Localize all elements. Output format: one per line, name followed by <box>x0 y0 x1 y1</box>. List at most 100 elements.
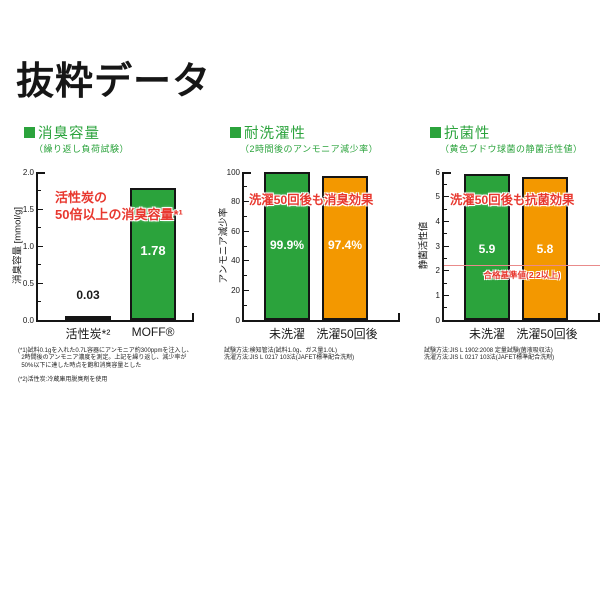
axis-top-hook <box>244 172 251 174</box>
y-tick-minor <box>38 301 41 302</box>
y-tick-label: 4 <box>435 216 440 226</box>
y-tick-label: 3 <box>435 241 440 251</box>
chart-panel-deodorizing-capacity: 消臭容量 （繰り返し負荷試験） 消臭容量 [mmol/g] 0.0 0.5 1.0 1… <box>6 122 206 422</box>
threshold-line <box>444 265 600 267</box>
y-tick-label: 60 <box>231 226 240 236</box>
chart-header: 消臭容量 <box>24 122 100 143</box>
y-tick-label: 20 <box>231 285 240 295</box>
y-tick-label: 40 <box>231 256 240 266</box>
bar-value-label: 97.4% <box>327 238 363 252</box>
x-category-label: 活性炭*² <box>65 327 111 341</box>
bar-value-label: 5.8 <box>536 242 554 256</box>
y-tick-major <box>444 270 449 272</box>
y-tick-minor <box>444 282 447 284</box>
y-tick-label: 1.5 <box>22 204 34 214</box>
y-tick-major <box>244 201 249 203</box>
bar <box>464 174 510 320</box>
axis-top-hook <box>444 172 451 174</box>
bar-value-label: 0.03 <box>76 288 100 302</box>
x-category-label: 洗濯50回後 <box>516 327 578 341</box>
y-tick-label: 6 <box>435 167 440 177</box>
chart-title: 抗菌性 <box>444 126 491 142</box>
plot-area: 0 1 2 3 4 5 6 5.9 未洗濯 5.8 洗濯50回後 合格基準値(2.2以上) 洗濯50回後… <box>436 168 600 341</box>
y-tick-minor <box>244 245 247 247</box>
chart-subtitle: （繰り返し負荷試験） <box>34 144 130 154</box>
bar-value-label: 5.9 <box>478 242 496 256</box>
y-tick-label: 2.0 <box>22 167 34 177</box>
green-square-icon <box>24 127 35 138</box>
y-tick-major <box>38 208 43 210</box>
y-tick-major <box>444 220 449 222</box>
page-title: 抜粋データ <box>16 61 212 103</box>
axis-right-hook <box>398 313 400 320</box>
y-tick-major <box>444 319 449 321</box>
y-tick-minor <box>244 215 247 217</box>
footnotes: (*1)試料0.1gを入れた0.7L容器にアンモニア約300ppmを注入し、 2… <box>18 348 193 384</box>
x-category-label: 未洗濯 <box>468 327 506 341</box>
y-tick-major <box>38 319 43 321</box>
bar-value-label: 1.78 <box>140 243 166 258</box>
y-tick-label: 0 <box>435 315 440 325</box>
chart-subtitle: （黄色ブドウ球菌の静菌活性値） <box>440 144 583 154</box>
annotation: 活性炭の 50倍以上の消臭容量*¹ <box>55 190 183 222</box>
y-tick-major <box>244 171 249 173</box>
y-tick-minor <box>444 233 447 235</box>
y-axis-label: アンモニア減少率 <box>218 207 230 284</box>
footnotes: 試験方法:検知管法(試料1.0g、ガス量1.0L) 洗濯方法:JIS L 021… <box>224 348 355 362</box>
y-tick-label: 100 <box>226 167 240 177</box>
y-tick-minor <box>38 264 41 265</box>
footnotes: 試験方法:JIS L 1902:2008 定量試験(菌液吸収法) 洗濯方法:JI… <box>424 348 555 362</box>
y-tick-major <box>244 319 249 321</box>
y-tick-major <box>444 294 449 296</box>
x-category-label: 洗濯50回後 <box>316 327 378 341</box>
y-tick-minor <box>38 190 41 191</box>
x-category-label: MOFF® <box>131 325 175 339</box>
bar <box>522 176 568 320</box>
y-tick-minor <box>444 183 447 185</box>
y-tick-major <box>244 289 249 291</box>
y-tick-minor <box>244 186 247 188</box>
annotation: 洗濯50回後も抗菌効果 <box>450 193 575 207</box>
bar <box>322 175 368 320</box>
y-tick-label: 0.5 <box>22 278 34 288</box>
chart-header: 耐洗濯性 <box>230 122 306 143</box>
green-square-icon <box>430 127 441 138</box>
bar <box>130 188 176 320</box>
y-tick-label: 2 <box>435 266 440 276</box>
y-tick-major <box>38 282 43 284</box>
bar-value-label: 99.9% <box>269 238 305 252</box>
y-tick-label: 1 <box>435 290 440 300</box>
y-tick-label: 0 <box>235 315 240 325</box>
chart-title: 耐洗濯性 <box>244 126 306 142</box>
y-tick-major <box>244 260 249 262</box>
chart-panel-antibacterial: 抗菌性 （黄色ブドウ球菌の静菌活性値） 静菌活性値 0 1 2 3 4 5 6 5.9 未洗濯 5… <box>412 122 600 422</box>
y-tick-minor <box>444 307 447 309</box>
chart-title: 消臭容量 <box>38 126 100 142</box>
green-square-icon <box>230 127 241 138</box>
y-tick-minor <box>244 275 247 277</box>
bar <box>65 316 111 320</box>
annotation: 洗濯50回後も消臭効果 <box>249 193 374 207</box>
plot-area: 0.0 0.5 1.0 1.5 2.0 0.03 活性炭*² 1.78 MOFF® 活性炭の 50… <box>23 168 194 341</box>
y-tick-minor <box>444 208 447 210</box>
y-tick-label: 1.0 <box>22 241 34 251</box>
chart-header: 抗菌性 <box>430 122 491 143</box>
y-tick-label: 80 <box>231 197 240 207</box>
y-tick-minor <box>38 227 41 228</box>
axis-right-hook <box>192 313 194 320</box>
y-tick-major <box>444 245 449 247</box>
y-tick-major <box>38 171 43 173</box>
y-tick-major <box>444 196 449 198</box>
chart-panel-wash-durability: 耐洗濯性 （2時間後のアンモニア減少率） アンモニア減少率 0 20 40 60 80 1… <box>212 122 412 422</box>
axis-top-hook <box>38 172 45 174</box>
bar <box>264 172 310 320</box>
y-tick-minor <box>444 257 447 259</box>
y-tick-label: 0.0 <box>22 315 34 325</box>
chart-subtitle: （2時間後のアンモニア減少率） <box>240 144 379 154</box>
y-tick-major <box>444 171 449 173</box>
y-tick-minor <box>244 304 247 306</box>
plot-area: 0 20 40 60 80 100 99.9% 未洗濯 97.4% 洗濯50回後 洗濯50回後も消臭… <box>227 168 400 341</box>
threshold-label: 合格基準値(2.2以上) <box>483 269 561 280</box>
y-tick-major <box>244 230 249 232</box>
